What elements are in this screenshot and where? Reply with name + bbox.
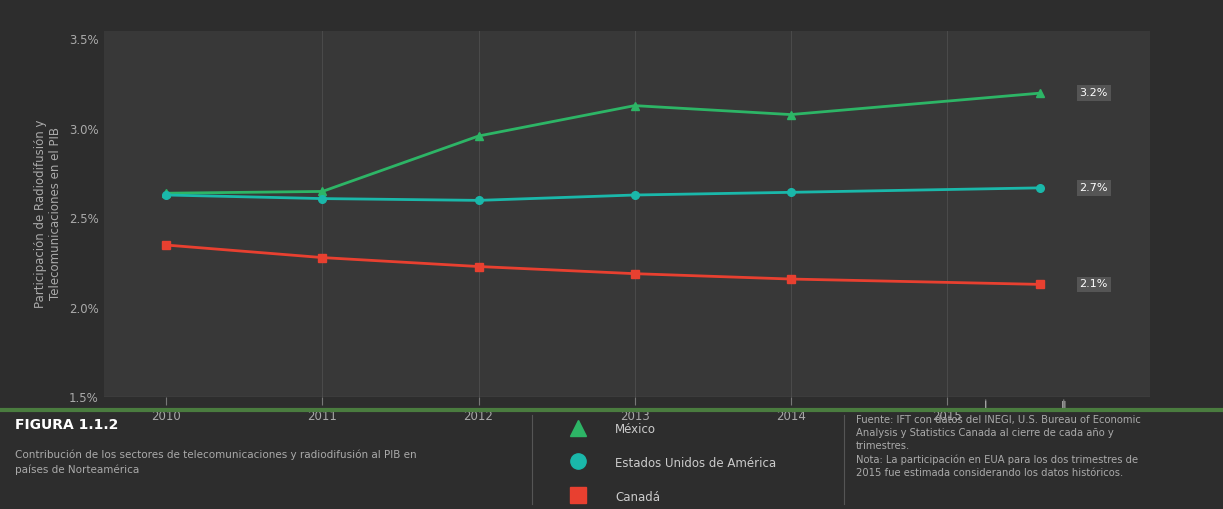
Text: Contribución de los sectores de telecomunicaciones y radiodifusión al PIB en
paí: Contribución de los sectores de telecomu…	[15, 449, 416, 475]
Text: Canadá: Canadá	[615, 491, 660, 503]
Text: 3.2%: 3.2%	[1080, 88, 1108, 98]
Text: Estados Unidos de América: Estados Unidos de América	[615, 457, 777, 470]
Text: FIGURA 1.1.2: FIGURA 1.1.2	[15, 418, 119, 432]
Text: 2.7%: 2.7%	[1080, 183, 1108, 193]
Text: II: II	[1060, 401, 1066, 411]
Y-axis label: Participación de Radiodifusión y
Telecomunicaciones en el PIB: Participación de Radiodifusión y Telecom…	[34, 120, 61, 308]
Text: Fuente: IFT con datos del INEGI, U.S. Bureau of Economic
Analysis y Statistics C: Fuente: IFT con datos del INEGI, U.S. Bu…	[856, 415, 1141, 478]
Text: I: I	[985, 401, 987, 411]
Text: México: México	[615, 423, 657, 436]
Text: 2.1%: 2.1%	[1080, 279, 1108, 290]
